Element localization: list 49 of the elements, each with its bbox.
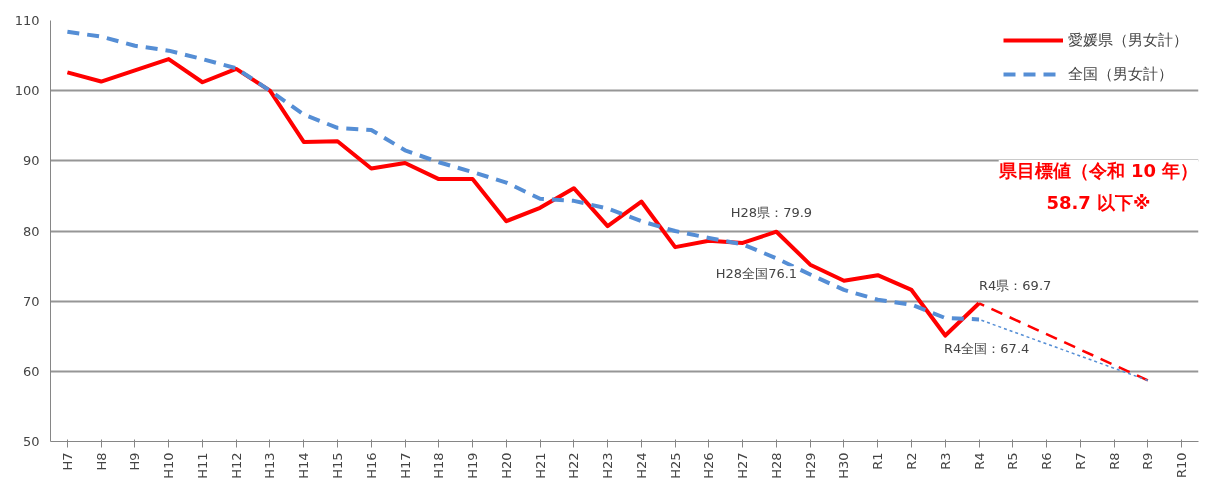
x-tick-label: R7 (1072, 452, 1088, 470)
annotation: R4全国：67.4 (944, 341, 1030, 357)
x-tick-label: H11 (194, 452, 210, 479)
legend-label: 愛媛県（男女計） (1068, 30, 1188, 50)
y-tick-label: 100 (14, 83, 40, 99)
x-tick-label: H27 (735, 452, 751, 479)
x-tick-label: H19 (465, 452, 481, 479)
x-tick-label: H9 (127, 452, 143, 471)
x-tick-label: H29 (802, 452, 818, 479)
x-tick-label: R2 (904, 452, 919, 470)
x-tick-label: H7 (59, 452, 75, 471)
x-tick-label: H8 (93, 452, 109, 471)
y-tick-label: 50 (22, 434, 40, 449)
y-tick-label: 60 (22, 363, 40, 379)
x-tick-label: H25 (667, 452, 683, 479)
x-tick-label: R3 (937, 452, 953, 470)
x-tick-label: H23 (600, 452, 616, 479)
x-tick-label: H18 (431, 452, 447, 479)
y-tick-label: 90 (22, 153, 40, 169)
x-tick-label: H16 (363, 452, 379, 479)
x-tick-label: R9 (1140, 452, 1156, 470)
x-tick-label: H26 (701, 452, 717, 479)
y-tick-label: 80 (22, 223, 40, 239)
x-tick-label: H20 (498, 452, 514, 479)
x-tick-label: H24 (633, 452, 649, 479)
x-tick-label: H14 (296, 452, 312, 479)
x-tick-label: H30 (836, 452, 852, 479)
annotation: 58.7 以下※ (1046, 192, 1151, 213)
x-tick-label: H22 (566, 452, 582, 479)
annotation: H28県：79.9 (730, 204, 813, 220)
x-tick-label: R1 (870, 452, 886, 470)
x-tick-label: R6 (1039, 452, 1055, 470)
x-tick-label: R5 (1005, 452, 1021, 470)
x-tick-label: H13 (262, 452, 278, 479)
x-tick-label: H15 (330, 452, 345, 479)
annotation: R4県：69.7 (979, 278, 1052, 294)
x-tick-label: H10 (161, 452, 177, 479)
x-tick-label: R8 (1106, 452, 1122, 470)
x-tick-label: H12 (228, 452, 244, 479)
x-tick-label: H21 (532, 452, 548, 479)
x-tick-label: H28 (768, 452, 784, 479)
legend-label: 全国（男女計） (1068, 64, 1173, 84)
x-tick-label: R4 (971, 452, 987, 470)
annotation: H28全国76.1 (715, 266, 798, 282)
y-tick-label: 110 (14, 13, 40, 28)
x-tick-label: R10 (1174, 452, 1190, 479)
annotation: 県目標値（令和 10 年） (997, 160, 1199, 181)
y-tick-label: 70 (22, 293, 40, 309)
x-tick-label: H17 (397, 452, 413, 479)
